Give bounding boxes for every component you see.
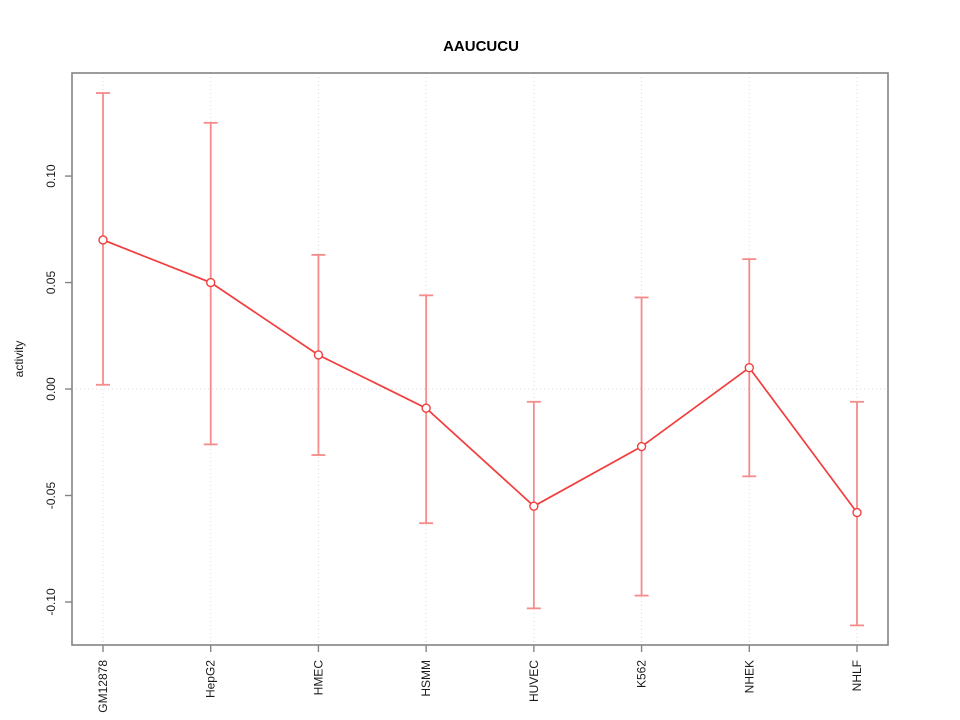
data-point [421, 403, 431, 413]
data-line [102, 239, 858, 514]
y-tick-label: 0.10 [44, 164, 58, 188]
x-tick-label: HUVEC [527, 660, 541, 702]
y-tick-label: -0.05 [44, 482, 58, 510]
data-point [98, 235, 108, 245]
data-point [206, 277, 216, 288]
chart-title: AAUCUCU [443, 38, 519, 55]
data-point [852, 507, 862, 518]
x-tick-label: NHLF [850, 660, 864, 691]
x-tick-label: HMEC [311, 660, 325, 696]
y-tick-label: 0.00 [44, 377, 58, 401]
chart-dynamic-content: -0.10 -0.05 0.00 0.05 0.10 GM12878 HepG2 HMEC HS… [44, 72, 889, 713]
x-tick-label: K562 [635, 660, 649, 688]
data-point [636, 441, 647, 452]
x-tick-label: HSMM [419, 660, 433, 697]
data-point [744, 363, 754, 373]
y-axis-label: activity [12, 341, 26, 378]
x-tick-label: HepG2 [204, 660, 218, 698]
plot-box [71, 72, 889, 646]
x-tick-label: NHEK [742, 660, 756, 693]
y-tick-label: 0.05 [44, 271, 58, 295]
x-tick-label: GM12878 [96, 660, 110, 713]
y-tick-label: -0.10 [44, 588, 58, 616]
data-point [313, 350, 324, 360]
data-point [529, 501, 539, 511]
